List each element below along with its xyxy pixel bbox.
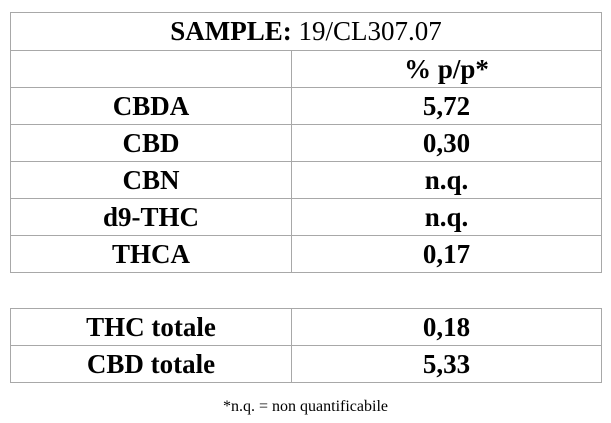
compound-name: CBN xyxy=(10,161,292,199)
compound-value: n.q. xyxy=(290,161,603,199)
empty-header-cell xyxy=(10,50,292,88)
totals-table: THC totale 0,18 CBD totale 5,33 xyxy=(10,308,602,383)
total-value: 0,18 xyxy=(291,308,602,346)
compound-name: CBDA xyxy=(10,87,292,125)
compound-value: 5,72 xyxy=(290,87,603,125)
sample-id: 19/CL307.07 xyxy=(298,16,442,46)
compound-name: THCA xyxy=(10,235,292,273)
compound-name: d9-THC xyxy=(10,198,292,236)
totals-row: THC totale 0,18 xyxy=(10,308,602,346)
footnote: *n.q. = non quantificabile xyxy=(223,398,388,415)
table-row: THCA 0,17 xyxy=(10,235,603,273)
sample-label: SAMPLE: xyxy=(170,16,292,46)
table-row: d9-THC n.q. xyxy=(10,198,603,236)
compound-name: CBD xyxy=(10,124,292,162)
results-table: SAMPLE: 19/CL307.07 % p/p* CBDA 5,72 CBD… xyxy=(9,12,603,273)
total-value: 5,33 xyxy=(291,345,602,383)
sample-title-cell: SAMPLE: 19/CL307.07 xyxy=(9,12,603,51)
total-label: THC totale xyxy=(10,308,292,346)
unit-header: % p/p* xyxy=(290,50,603,88)
compound-value: 0,17 xyxy=(290,235,603,273)
header-row: % p/p* xyxy=(10,50,603,88)
sample-title-row: SAMPLE: 19/CL307.07 xyxy=(9,12,603,51)
table-row: CBD 0,30 xyxy=(10,124,603,162)
total-label: CBD totale xyxy=(10,345,292,383)
compound-value: n.q. xyxy=(290,198,603,236)
compound-value: 0,30 xyxy=(290,124,603,162)
table-row: CBDA 5,72 xyxy=(10,87,603,125)
table-row: CBN n.q. xyxy=(10,161,603,199)
totals-row: CBD totale 5,33 xyxy=(10,345,602,383)
